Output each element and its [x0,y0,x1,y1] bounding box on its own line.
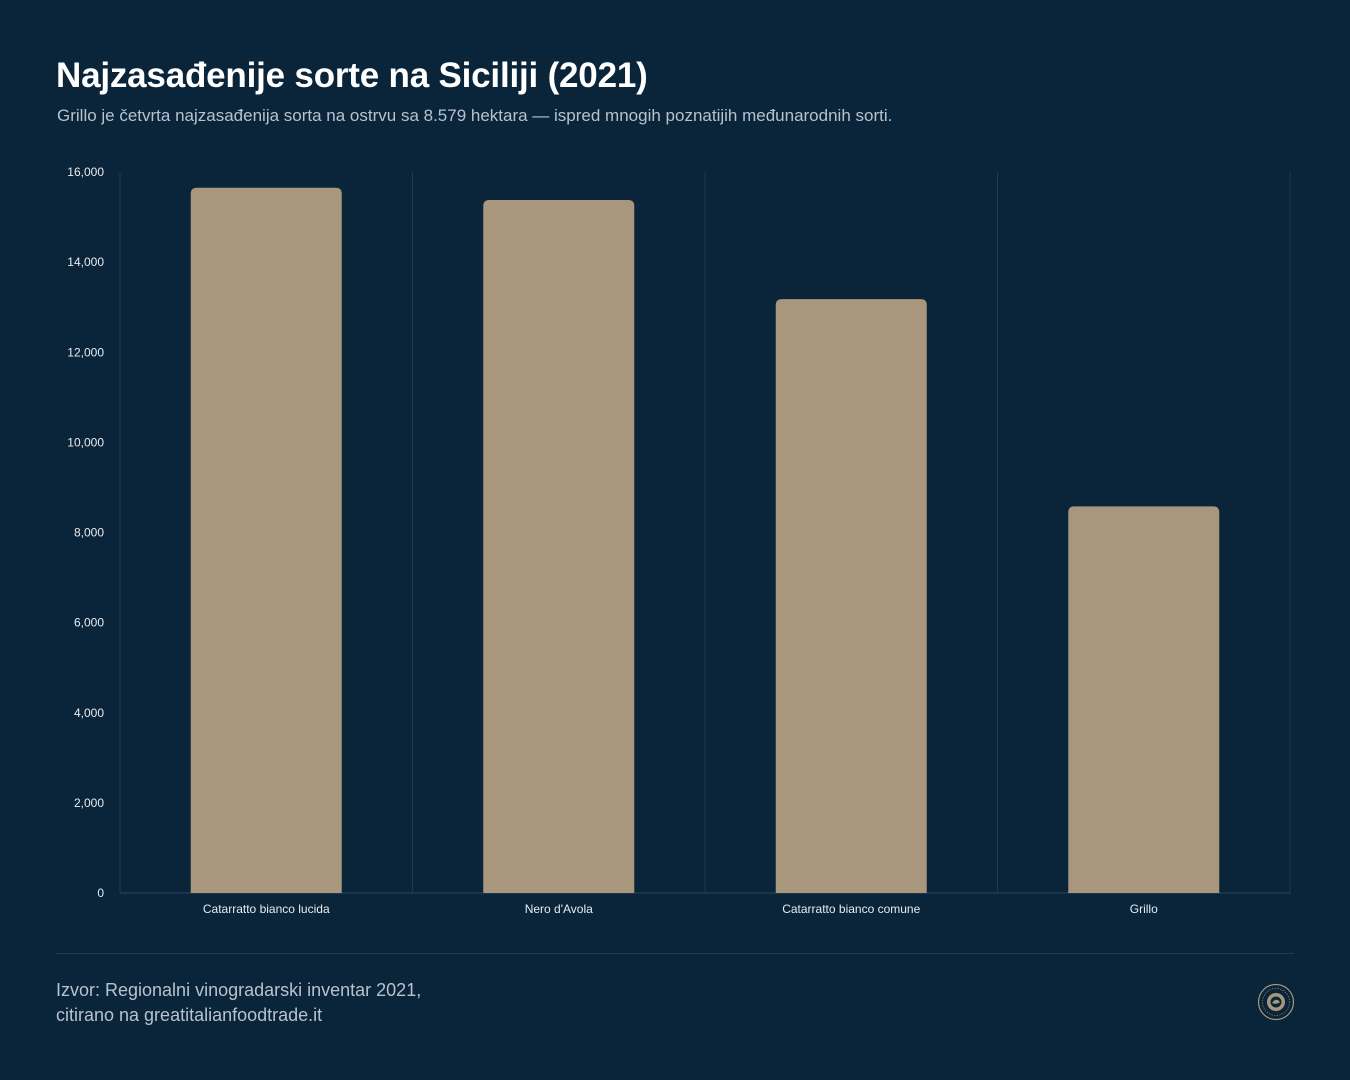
seal-logo-icon [1257,983,1295,1021]
x-tick-label: Catarratto bianco comune [782,902,920,916]
bar [1068,506,1220,893]
bar [483,199,635,894]
x-tick-label: Catarratto bianco lucida [203,902,330,916]
y-tick-label: 6,000 [74,616,104,630]
source-line-2: citirano na greatitalianfoodtrade.it [56,1005,323,1025]
source-note: Izvor: Regionalni vinogradarski inventar… [56,978,421,1028]
chart-title: Najzasađenije sorte na Siciliji (2021) [56,56,648,95]
y-tick-label: 16,000 [67,165,104,179]
y-tick-label: 12,000 [67,345,104,359]
x-tick-label: Nero d'Avola [525,902,593,916]
x-tick-label: Grillo [1130,902,1158,916]
y-tick-label: 10,000 [67,435,104,449]
y-tick-label: 8,000 [74,526,104,540]
y-tick-label: 4,000 [74,706,104,720]
y-tick-label: 2,000 [74,796,104,810]
source-line-1: Izvor: Regionalni vinogradarski inventar… [56,980,422,1000]
bar [775,299,927,893]
footer-divider [56,953,1294,954]
y-tick-label: 14,000 [67,255,104,269]
chart-subtitle: Grillo je četvrta najzasađenija sorta na… [57,106,893,125]
bar [190,187,342,894]
y-tick-label: 0 [97,886,104,900]
